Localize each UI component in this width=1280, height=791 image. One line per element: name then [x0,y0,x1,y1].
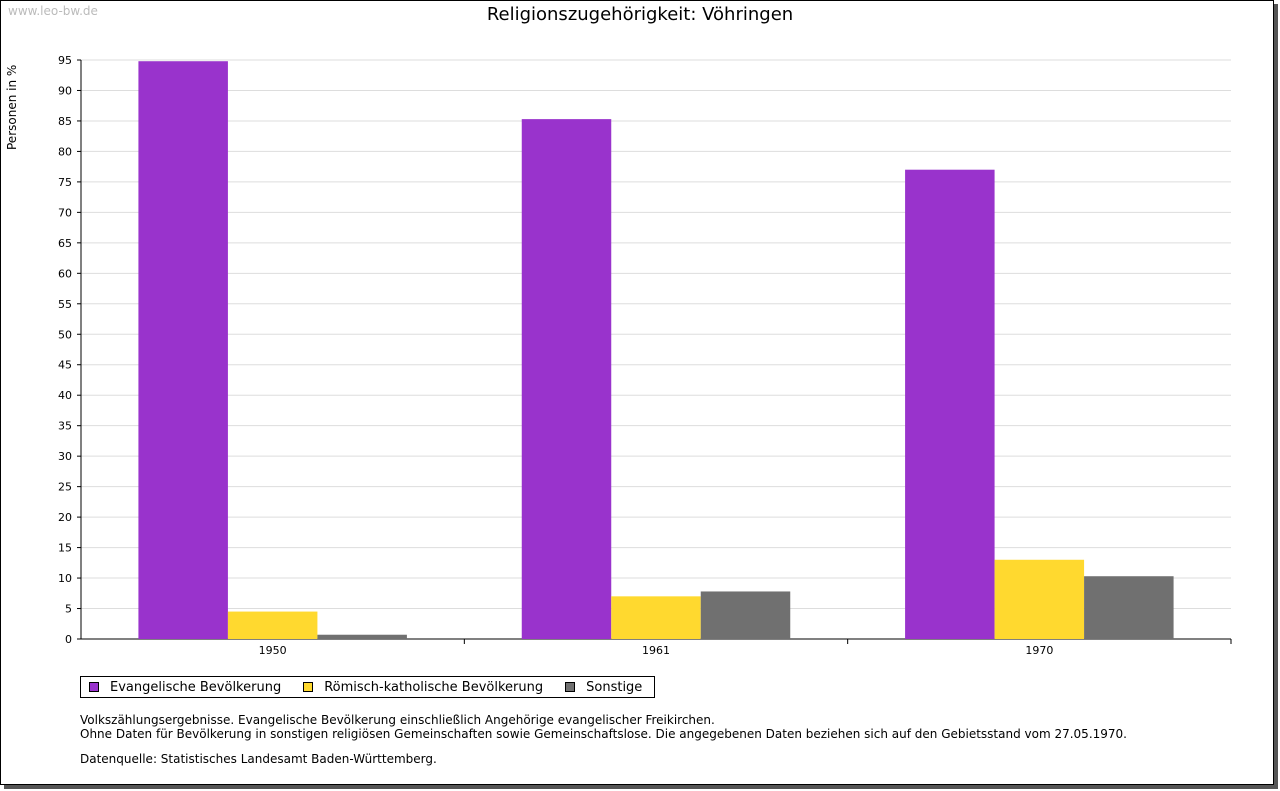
y-tick-label: 10 [58,572,72,585]
y-tick-label: 80 [58,145,72,158]
y-tick-label: 85 [58,115,72,128]
y-tick-label: 50 [58,328,72,341]
y-tick-label: 90 [58,84,72,97]
bar [138,61,228,640]
legend: Evangelische Bevölkerung Römisch-katholi… [80,676,656,698]
y-tick-label: 30 [58,450,72,463]
bar [1084,576,1174,639]
y-tick-label: 5 [65,603,72,616]
bar [994,559,1085,639]
y-tick-label: 45 [58,359,72,372]
y-tick-label: 60 [58,267,72,280]
bar-chart: 0 5 10 15 20 25 30 35 40 45 50 55 60 65 70 75 80 85 90 95 19… [58,54,1232,657]
y-tick-label: 40 [58,389,72,402]
bar [317,634,407,639]
bar [521,119,612,639]
legend-label-evangelisch: Evangelische Bevölkerung [110,679,282,695]
y-tick-label: 95 [58,54,72,67]
bar [611,596,701,639]
bar [700,591,791,639]
legend-label-katholisch: Römisch-katholische Bevölkerung [324,679,544,695]
x-tick-label: 1970 [1025,644,1053,657]
bar [227,611,318,639]
legend-label-sonstige: Sonstige [586,679,643,695]
watermark: www.leo-bw.de [8,4,98,18]
y-tick-label: 15 [58,542,72,555]
y-tick-label: 75 [58,176,72,189]
y-tick-label: 35 [58,420,72,433]
chart-title: Religionszugehörigkeit: Vöhringen [486,4,794,25]
legend-swatch-katholisch [303,682,314,692]
legend-item-katholisch: Römisch-katholische Bevölkerung [303,680,543,695]
y-tick-label: 0 [65,633,72,646]
y-tick-label: 25 [58,481,72,494]
legend-swatch-evangelisch [89,682,99,692]
y-tick-label: 55 [58,298,72,311]
footnote-line-1: Volkszählungsergebnisse. Evangelische Be… [80,713,715,727]
legend-item-sonstige: Sonstige [565,680,642,695]
x-tick-label: 1961 [642,644,670,657]
y-tick-label: 20 [58,511,72,524]
footnote-line-2: Ohne Daten für Bevölkerung in sonstigen … [80,727,1127,741]
bar [905,169,995,639]
legend-item-evangelisch: Evangelische Bevölkerung [89,680,281,695]
y-tick-label: 65 [58,237,72,250]
legend-swatch-sonstige [565,682,576,692]
y-tick-label: 70 [58,206,72,219]
x-tick-label: 1950 [259,644,287,657]
footnotes: Volkszählungsergebnisse. Evangelische Be… [80,713,1127,741]
data-source: Datenquelle: Statistisches Landesamt Bad… [80,752,437,766]
